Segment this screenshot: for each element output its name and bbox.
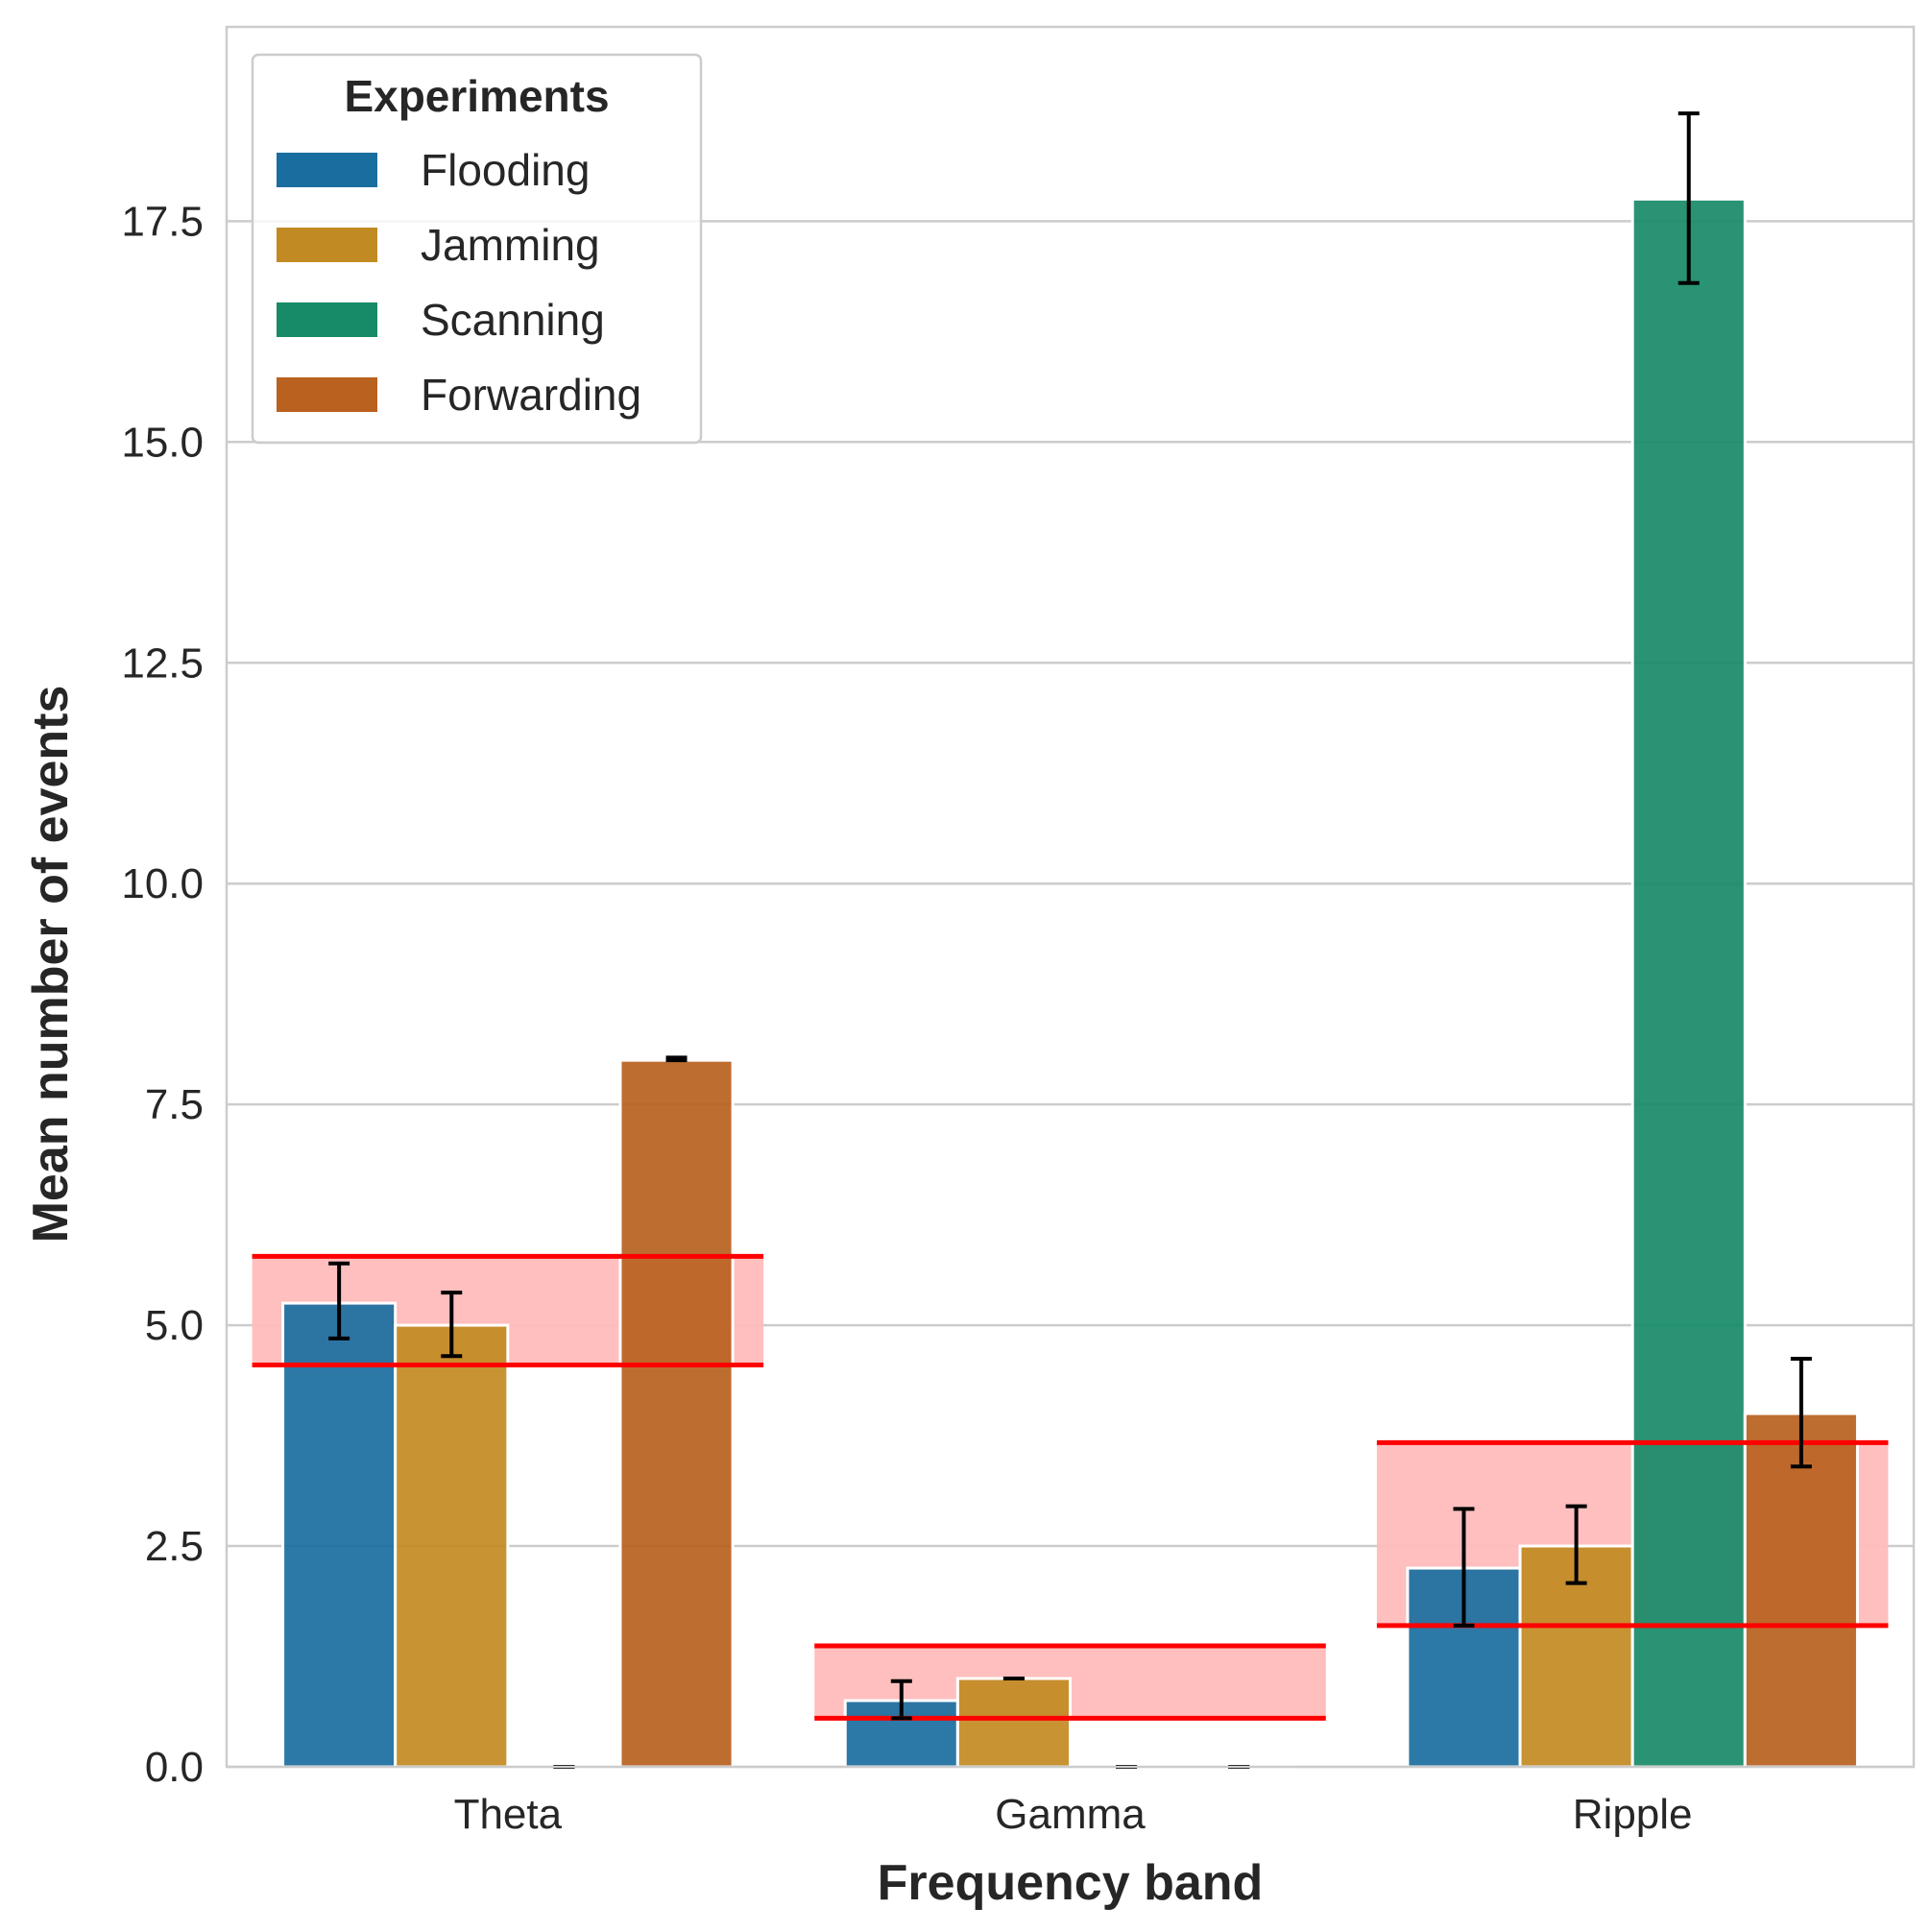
legend-swatch (277, 228, 377, 262)
bars (281, 197, 1859, 1769)
y-tick-label: 0.0 (145, 1744, 204, 1791)
legend-label: Flooding (421, 145, 590, 195)
y-tick-label: 5.0 (145, 1302, 204, 1349)
bar (394, 1323, 510, 1769)
y-tick-label: 10.0 (121, 860, 204, 907)
legend-swatch (277, 153, 377, 187)
x-tick-label: Gamma (995, 1791, 1146, 1838)
plot-frame (225, 25, 1916, 1769)
x-tick-label: Ripple (1573, 1791, 1693, 1838)
bar (1630, 197, 1747, 1769)
y-tick-labels: 0.0 2.5 5.0 7.5 10.0 12.5 15.0 17.5 (121, 198, 204, 1791)
bar (281, 1301, 398, 1769)
y-tick-label: 7.5 (145, 1081, 204, 1128)
legend-label: Scanning (421, 295, 605, 345)
legend-swatch (277, 302, 377, 337)
legend-label: Forwarding (421, 370, 641, 420)
legend-title: Experiments (344, 71, 609, 121)
legend-box (251, 53, 703, 445)
y-tick-label: 2.5 (145, 1523, 204, 1570)
x-axis-title: Frequency band (878, 1855, 1264, 1911)
bar (955, 1677, 1072, 1769)
x-tick-label: Theta (454, 1791, 563, 1838)
bar (618, 1058, 735, 1769)
y-tick-label: 17.5 (121, 198, 204, 245)
bar (1743, 1412, 1859, 1769)
legend-swatch (277, 377, 377, 412)
y-tick-label: 12.5 (121, 640, 204, 687)
x-tick-labels: Theta Gamma Ripple (454, 1791, 1693, 1838)
legend-items: Flooding Jamming Scanning Forwarding (277, 145, 641, 420)
legend-label: Jamming (421, 220, 600, 270)
legend: Experiments Flooding Jamming Scanning Forwa… (251, 53, 703, 445)
y-tick-label: 15.0 (121, 419, 204, 466)
y-axis-title: Mean number of events (23, 686, 79, 1244)
